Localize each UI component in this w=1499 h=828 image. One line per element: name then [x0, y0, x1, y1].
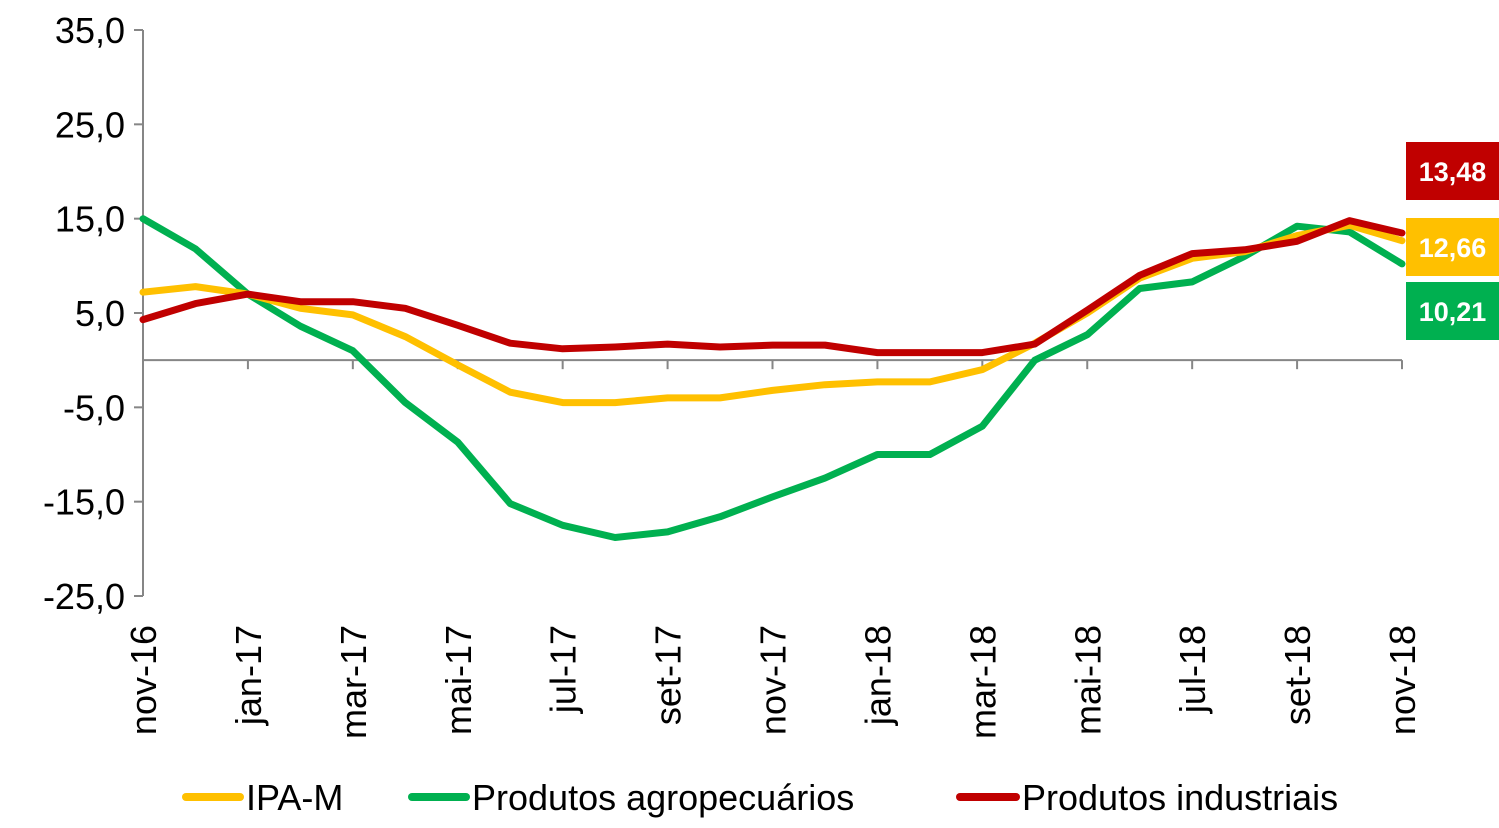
y-axis: 35,0 25,0 15,0 5,0 -5,0 -15,0 -25,0: [43, 10, 144, 617]
y-tick-label: 5,0: [75, 293, 125, 334]
end-label-box: [1406, 282, 1499, 340]
series-line-0: [139, 221, 1406, 407]
end-label-value: 12,66: [1419, 233, 1487, 263]
y-tick-label: 25,0: [55, 104, 125, 145]
x-tick-label: set-17: [648, 625, 689, 725]
x-tick-label: mar-17: [333, 625, 374, 739]
x-tick-label: nov-18: [1382, 625, 1423, 735]
x-tick-label: jul-18: [1172, 625, 1213, 714]
end-label-value: 10,21: [1419, 297, 1487, 327]
end-label-box: [1406, 142, 1499, 200]
x-axis: nov-16 jan-17 mar-17 mai-17 jul-17 set-17 nov-…: [123, 359, 1423, 739]
legend-label: Produtos agropecuários: [472, 777, 854, 818]
x-tick-label: jan-18: [857, 625, 898, 726]
y-tick-label: 15,0: [55, 199, 125, 240]
x-tick-label: jan-17: [228, 625, 269, 726]
y-tick-label: -15,0: [43, 482, 125, 523]
series-lines: [139, 215, 1406, 541]
x-tick-label: mar-18: [962, 625, 1003, 739]
x-tick-label: jul-17: [543, 625, 584, 714]
x-tick-label: nov-17: [753, 625, 794, 735]
x-tick-label: mai-18: [1067, 625, 1108, 735]
legend-label: IPA-M: [246, 777, 343, 818]
y-tick-label: 35,0: [55, 10, 125, 51]
series-line-2: [139, 217, 1406, 357]
legend-label: Produtos industriais: [1022, 777, 1338, 818]
end-label-value: 13,48: [1419, 157, 1487, 187]
x-tick-label: mai-17: [438, 625, 479, 735]
y-tick-label: -5,0: [63, 387, 125, 428]
legend: IPA-M Produtos agropecuários Produtos indu…: [182, 777, 1338, 818]
x-tick-label: set-18: [1277, 625, 1318, 725]
y-tick-label: -25,0: [43, 576, 125, 617]
x-tick-label: nov-16: [123, 625, 164, 735]
end-labels: 13,48 12,66 10,21: [1406, 142, 1499, 340]
series-line-1: [139, 215, 1406, 541]
end-label-box: [1406, 218, 1499, 276]
